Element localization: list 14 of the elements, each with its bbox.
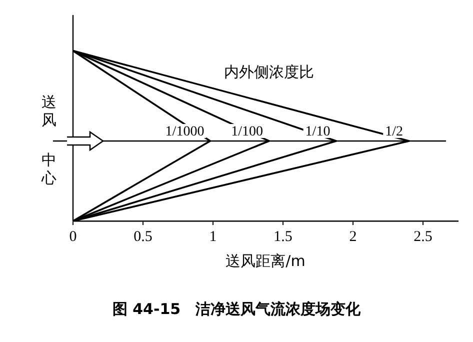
series-label: 1/1000 (165, 124, 204, 140)
series-label: 1/100 (231, 124, 263, 140)
x-tick-label: 0.5 (134, 228, 152, 245)
series-label: 1/10 (305, 124, 330, 140)
x-tick-label: 1 (209, 228, 217, 245)
x-tick-label: 1.5 (274, 228, 292, 245)
x-tick-label: 2.5 (414, 228, 432, 245)
text: 送风中心 (42, 92, 56, 187)
annotation: 内外侧浓度比 (224, 62, 314, 81)
x-axis-title: 送风距离/m (226, 252, 306, 270)
caption: 图 44-15 洁净送风气流浓度场变化 (111, 300, 362, 319)
x-tick-label: 0 (69, 228, 77, 245)
series-label: 1/2 (385, 124, 403, 140)
x-tick-label: 2 (349, 228, 357, 245)
